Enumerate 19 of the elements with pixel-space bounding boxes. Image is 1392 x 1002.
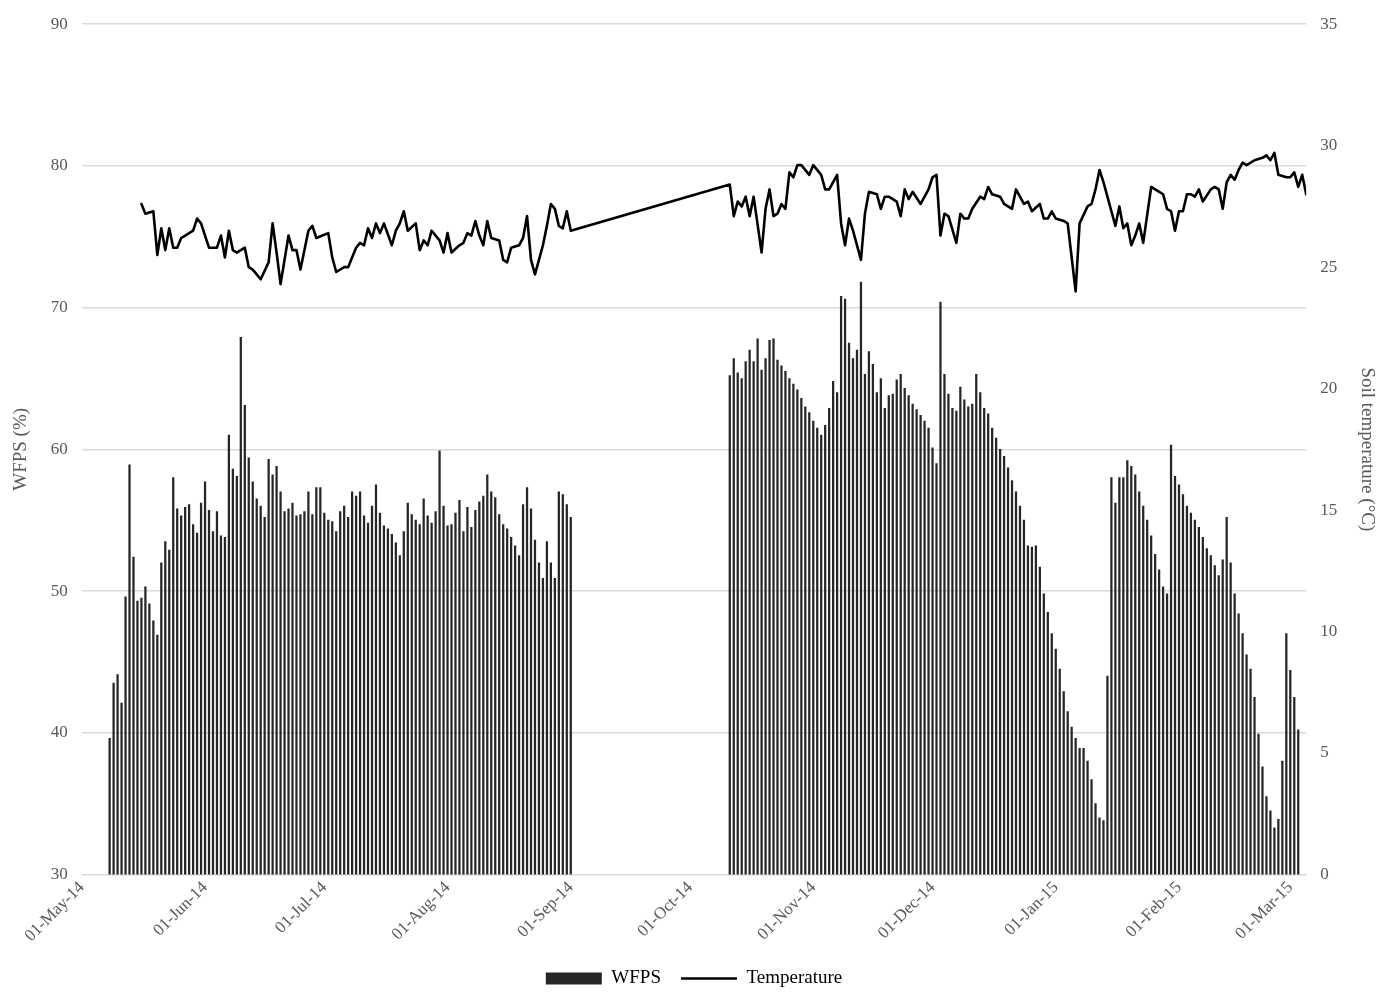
y2-tick-label: 15 <box>1320 499 1338 519</box>
y2-axis-title: Soil temperature (°C) <box>1356 367 1379 532</box>
y-tick-label: 70 <box>50 297 68 317</box>
y2-tick-label: 25 <box>1320 256 1338 276</box>
y2-tick-label: 0 <box>1320 863 1329 883</box>
y2-tick-label: 20 <box>1320 378 1338 398</box>
y2-tick-label: 10 <box>1320 621 1338 641</box>
y-tick-label: 60 <box>50 438 68 458</box>
legend-label: Temperature <box>746 966 843 988</box>
y-tick-label: 80 <box>50 155 68 175</box>
y-tick-label: 40 <box>50 722 68 742</box>
y2-tick-label: 30 <box>1320 135 1338 155</box>
y2-tick-label: 35 <box>1320 13 1338 33</box>
y-tick-label: 30 <box>50 863 68 883</box>
y-tick-label: 50 <box>50 580 68 600</box>
y-tick-label: 90 <box>50 13 68 33</box>
legend-label: WFPS <box>611 966 661 988</box>
y-axis-title: WFPS (%) <box>9 407 32 491</box>
y2-tick-label: 5 <box>1320 742 1329 762</box>
